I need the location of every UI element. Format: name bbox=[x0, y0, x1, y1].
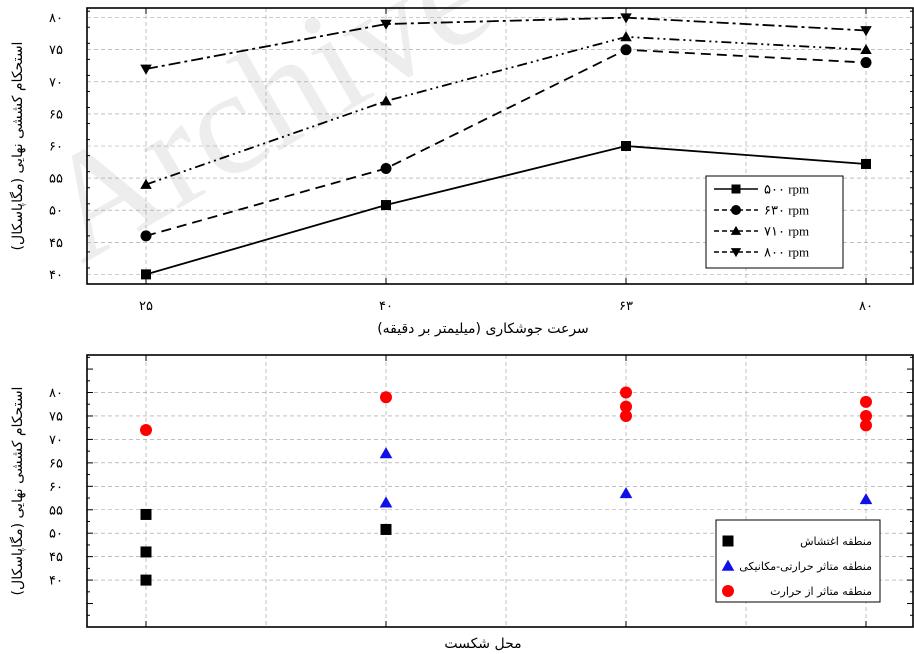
scatter-chart: ۴۰ ۴۵ ۵۰ ۵۵ ۶۰ ۶۵ ۷۰ ۷۵ ۸۰ محل شکست استحکام کششی ن… bbox=[9, 354, 914, 652]
data-point bbox=[140, 574, 152, 586]
legend-label: منطقه متاثر حرارتی-مکانیکی bbox=[739, 560, 872, 573]
legend-marker bbox=[730, 248, 742, 258]
watermark: Archive bbox=[15, 0, 516, 293]
legend-marker bbox=[721, 559, 735, 571]
data-point bbox=[859, 493, 873, 505]
legend-marker bbox=[722, 585, 734, 597]
y-tick-label: ۷۵ bbox=[49, 409, 63, 424]
data-point bbox=[379, 447, 393, 459]
x-axis-label: سرعت جوشکاری (میلیمتر بر دقیقه) bbox=[377, 321, 589, 337]
data-point bbox=[141, 269, 151, 280]
y-axis-label: استحکام کششی نهایی (مگاپاسکال) bbox=[9, 387, 26, 596]
data-point bbox=[380, 391, 392, 404]
x-tick-label: ۶۳ bbox=[619, 299, 633, 314]
x-axis-label: محل شکست bbox=[444, 636, 521, 652]
data-point bbox=[860, 57, 872, 69]
data-point bbox=[620, 400, 632, 413]
y-tick-label: ۷۵ bbox=[49, 43, 63, 58]
data-point bbox=[381, 200, 391, 211]
data-point bbox=[620, 386, 632, 399]
y-tick-label: ۸۰ bbox=[49, 386, 63, 401]
y-tick-label: ۵۰ bbox=[49, 527, 63, 542]
legend-label: ۷۱۰ rpm bbox=[764, 224, 809, 239]
data-point bbox=[861, 158, 871, 169]
data-point bbox=[620, 409, 632, 422]
y-tick-label: ۴۵ bbox=[49, 550, 63, 565]
data-point bbox=[140, 230, 152, 242]
data-point bbox=[140, 508, 152, 520]
legend-marker bbox=[722, 535, 734, 547]
series-line bbox=[145, 145, 867, 276]
y-tick-label: ۵۰ bbox=[49, 204, 63, 219]
legend-box bbox=[705, 175, 844, 269]
x-tick-label: ۸۰ bbox=[859, 299, 873, 314]
data-point bbox=[620, 44, 632, 56]
data-point bbox=[620, 13, 632, 24]
series-line bbox=[145, 35, 867, 186]
legend-label: ۶۳۰ rpm bbox=[764, 203, 809, 218]
legend-marker bbox=[730, 225, 742, 235]
data-point bbox=[380, 523, 392, 535]
data-point bbox=[380, 95, 392, 106]
y-tick-label: ۶۰ bbox=[49, 140, 63, 155]
legend-label: ۸۰۰ rpm bbox=[764, 245, 809, 260]
y-tick-label: ۶۵ bbox=[49, 107, 63, 122]
data-point bbox=[380, 162, 392, 174]
legend-label: منطقه متاثر از حرارت bbox=[770, 585, 872, 598]
data-point bbox=[621, 141, 631, 151]
y-tick-label: ۷۰ bbox=[49, 75, 63, 90]
series-line bbox=[145, 16, 867, 70]
y-tick-label: ۶۰ bbox=[49, 480, 63, 495]
plot-frame bbox=[86, 7, 914, 285]
y-tick-label: ۴۰ bbox=[49, 574, 63, 589]
legend-marker bbox=[731, 184, 741, 194]
y-tick-label: ۸۰ bbox=[49, 11, 63, 26]
legend-marker bbox=[731, 205, 741, 215]
y-tick-label: ۴۵ bbox=[49, 236, 63, 251]
data-point bbox=[860, 419, 872, 432]
data-point bbox=[860, 395, 872, 408]
plot-frame bbox=[86, 354, 914, 628]
data-point bbox=[860, 43, 872, 55]
data-point bbox=[860, 26, 872, 37]
data-point bbox=[379, 496, 393, 508]
y-tick-label: ۵۵ bbox=[49, 172, 63, 187]
y-tick-label: ۴۰ bbox=[49, 268, 63, 283]
y-tick-label: ۵۵ bbox=[49, 503, 63, 518]
data-point bbox=[380, 19, 392, 30]
data-point bbox=[140, 424, 152, 437]
data-point bbox=[140, 64, 152, 75]
y-tick-label: ۷۰ bbox=[49, 433, 63, 448]
y-axis-label: استحکام کششی نهایی (مگاپاسکال) bbox=[9, 42, 26, 251]
data-point bbox=[860, 409, 872, 422]
line-chart: ۴۰ ۴۵ ۵۰ ۵۵ ۶۰ ۶۵ ۷۰ ۷۵ ۸۰ ۲۵ ۴۰ ۶۳ ۸۰ سرعت جوشکاری (… bbox=[9, 7, 914, 337]
data-point bbox=[140, 546, 152, 558]
data-point bbox=[140, 178, 152, 189]
x-tick-label: ۲۵ bbox=[139, 299, 153, 314]
x-tick-label: ۴۰ bbox=[379, 299, 393, 314]
data-point bbox=[619, 487, 633, 499]
y-tick-label: ۶۵ bbox=[49, 456, 63, 471]
data-point bbox=[620, 31, 632, 42]
legend-box bbox=[715, 519, 881, 603]
legend-label: منطقه اغتشاش bbox=[800, 535, 872, 548]
legend-label: ۵۰۰ rpm bbox=[764, 182, 809, 197]
